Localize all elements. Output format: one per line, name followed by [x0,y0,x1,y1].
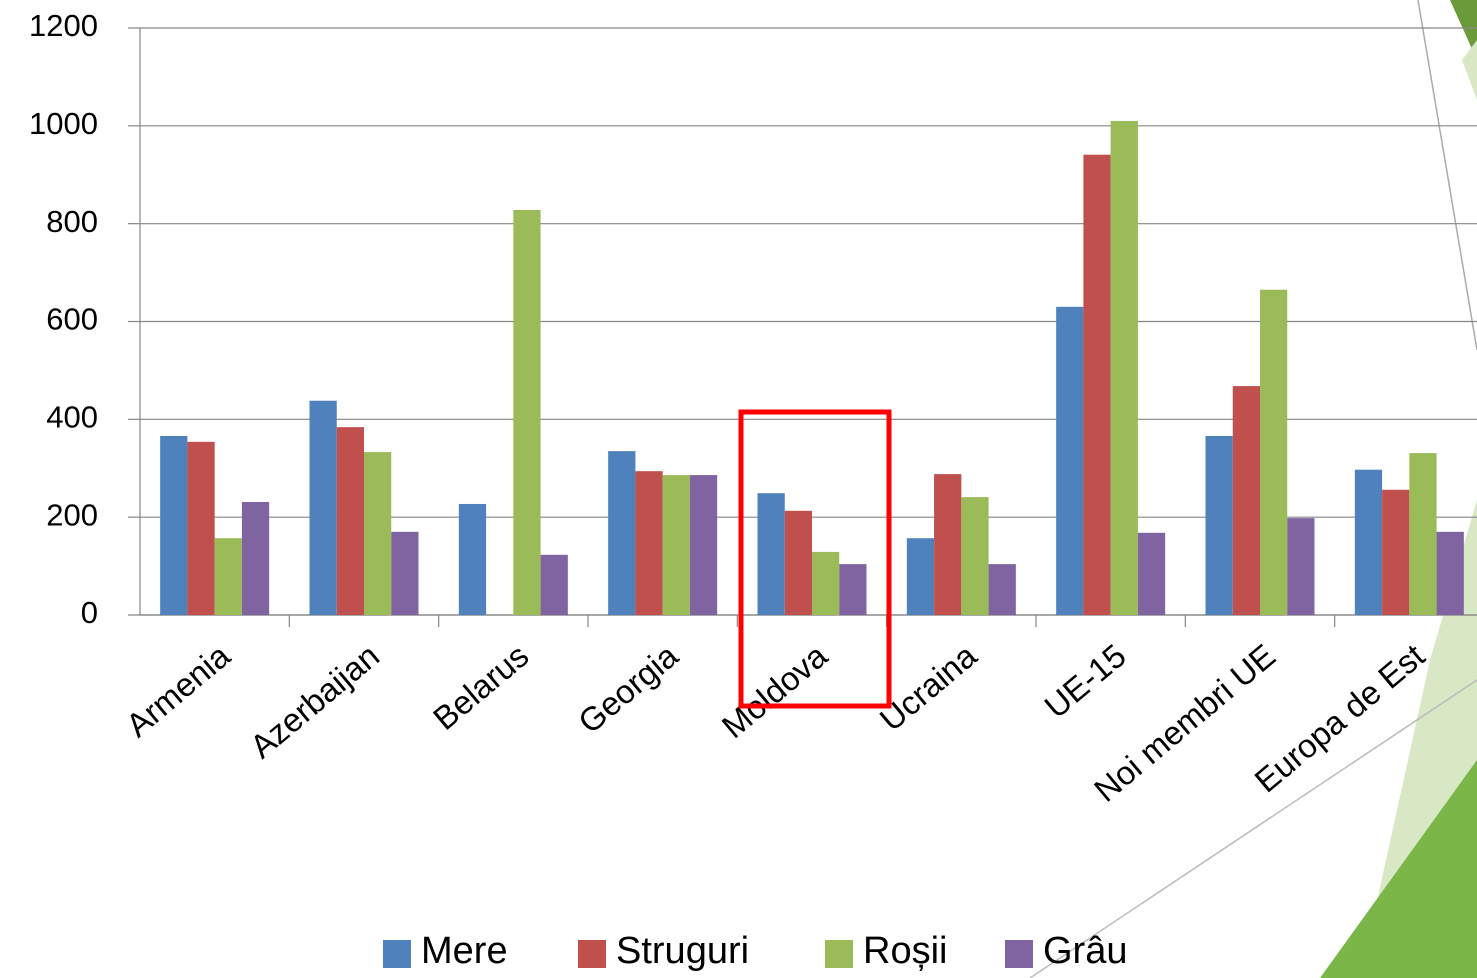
bar [364,452,392,615]
y-tick-label: 200 [46,497,98,532]
bar [241,502,270,615]
bar [839,564,867,615]
bar [812,551,840,615]
bar [513,209,541,615]
bar [1056,306,1084,615]
y-tick-label: 400 [46,400,98,435]
bar [458,503,487,615]
bar [934,474,962,615]
bar [1260,289,1288,615]
bar [1436,531,1464,615]
legend-label: Grâu [1043,930,1127,972]
bar [689,475,718,615]
legend-swatch [1005,940,1033,968]
y-tick-label: 600 [46,302,98,337]
legend-label: Struguri [616,930,749,972]
x-tick-label: Belarus [426,637,535,737]
bar [540,554,568,615]
bar [635,471,663,615]
legend-swatch [825,940,853,968]
bar [1287,518,1315,615]
bar [1382,489,1410,615]
bar [1232,386,1260,615]
y-tick-label: 1200 [29,8,98,43]
bar [160,435,188,615]
bar [1137,532,1166,615]
bar [336,427,364,615]
y-tick-label: 1000 [29,106,98,141]
bar [662,475,690,615]
bar [961,497,989,615]
x-tick-label: Armenia [119,636,237,744]
bar [757,493,785,615]
bar [988,564,1016,615]
bar [187,441,215,615]
bar [214,538,242,615]
highlight-box [738,409,892,709]
bar [608,451,636,615]
bar [309,400,337,615]
legend-swatch [578,940,606,968]
legend-label: Mere [421,930,508,972]
legend-label: Roșii [863,930,947,972]
bar [1110,120,1138,616]
bar [1205,435,1233,615]
bar [391,531,419,615]
plot: 0 200 400 600 800 1000 1200 Armenia Azerbaijan Be… [29,8,1477,972]
y-tick-label: 0 [81,595,98,630]
bar [784,510,812,615]
x-tick-label: Georgia [571,636,685,740]
y-tick-label: 800 [46,204,98,239]
legend-swatch [383,940,411,968]
x-tick-label: Azerbaijan [243,637,386,766]
bar [1083,154,1111,616]
x-tick-label: UE-15 [1037,637,1132,725]
bar [906,538,935,615]
decoration [1029,0,1477,978]
bar [1409,453,1437,615]
bar [1354,469,1383,615]
x-tick-label: Moldova [715,636,835,745]
